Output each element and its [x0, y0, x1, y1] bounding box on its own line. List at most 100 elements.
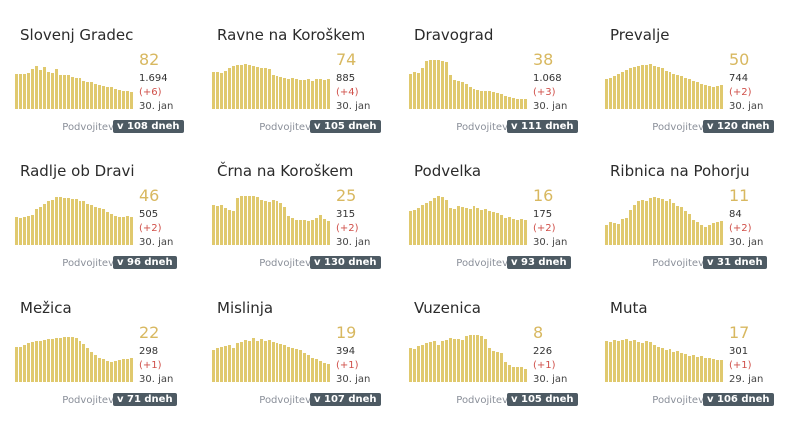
chart-bar [38, 340, 42, 382]
chart-bar [692, 80, 696, 109]
municipality-card[interactable]: Radlje ob Dravi 46 505 (+2) 30. jan Podv… [15, 162, 195, 288]
chart-bar [106, 211, 110, 245]
chart-bar [448, 337, 452, 382]
municipality-card[interactable]: Mežica 22 298 (+1) 30. jan Podvojitev v … [15, 299, 195, 425]
active-cases-value: 11 [729, 186, 750, 205]
chart-bar [460, 339, 464, 382]
municipality-card[interactable]: Ribnica na Pohorju 11 84 (+2) 30. jan Po… [605, 162, 785, 288]
chart-bar [34, 208, 38, 245]
chart-bar [26, 215, 30, 245]
chart-bar [476, 334, 480, 382]
chart-bar [279, 202, 283, 245]
chart-bar [98, 357, 102, 382]
chart-bar [632, 66, 636, 109]
chart-bar [15, 73, 18, 109]
chart-bar [632, 339, 636, 382]
chart-bar [130, 92, 134, 109]
chart-bar [70, 198, 74, 245]
chart-bar [34, 65, 38, 109]
municipality-card[interactable]: Podvelka 16 175 (+2) 30. jan Podvojitev … [409, 162, 589, 288]
chart-bar [420, 204, 424, 245]
chart-bar [409, 73, 412, 109]
update-date: 30. jan [139, 101, 174, 112]
doubling-label: Podvojitev [62, 258, 114, 269]
chart-bar [488, 210, 492, 245]
chart-bar [664, 349, 668, 382]
chart-bar [130, 216, 134, 245]
municipality-card[interactable]: Dravograd 38 1.068 (+3) 30. jan Podvojit… [409, 26, 589, 152]
chart-bar [456, 338, 460, 382]
chart-bar [235, 342, 239, 382]
municipality-card[interactable]: Mislinja 19 394 (+1) 30. jan Podvojitev … [212, 299, 392, 425]
municipality-name: Slovenj Gradec [20, 26, 134, 44]
chart-bar [267, 339, 271, 382]
chart-bar [700, 225, 704, 245]
chart-bar [416, 72, 420, 109]
chart-bar [295, 219, 299, 245]
update-date: 30. jan [139, 374, 174, 385]
chart-bar [66, 336, 70, 382]
chart-bar [66, 197, 70, 245]
chart-bar [287, 78, 291, 109]
total-cases: 505 [139, 209, 159, 220]
chart-bar [516, 367, 520, 382]
chart-bar [692, 219, 696, 245]
chart-bar [452, 79, 456, 109]
chart-bar [18, 73, 22, 109]
chart-bar [239, 64, 243, 109]
municipality-card[interactable]: Muta 17 301 (+1) 29. jan Podvojitev v 10… [605, 299, 785, 425]
doubling-label: Podvojitev [456, 395, 508, 406]
chart-bar [315, 359, 319, 382]
active-cases-value: 82 [139, 50, 160, 69]
active-cases-value: 19 [336, 323, 357, 342]
chart-bar [114, 89, 118, 109]
active-cases-value: 74 [336, 50, 357, 69]
chart-bar [90, 351, 94, 382]
chart-bar [271, 341, 275, 382]
chart-bar [656, 197, 660, 245]
doubling-label: Podvojitev [62, 122, 114, 133]
chart-bar [632, 204, 636, 245]
chart-bar [319, 214, 323, 245]
doubling-label: Podvojitev [259, 258, 311, 269]
chart-bar [219, 72, 223, 109]
municipality-card[interactable]: Ravne na Koroškem 74 885 (+4) 30. jan Po… [212, 26, 392, 152]
municipality-card[interactable]: Vuzenica 8 226 (+1) 30. jan Podvojitev v… [409, 299, 589, 425]
chart-bar [644, 64, 648, 109]
chart-bar [227, 209, 231, 245]
municipality-card[interactable]: Črna na Koroškem 25 315 (+2) 30. jan Pod… [212, 162, 392, 288]
chart-bar [126, 359, 130, 382]
chart-bar [315, 217, 319, 245]
chart-bar [452, 208, 456, 245]
chart-bar [275, 75, 279, 109]
chart-bar [291, 217, 295, 245]
chart-bar [38, 206, 42, 245]
chart-bar [283, 77, 287, 109]
chart-bar [223, 70, 227, 109]
chart-bar [512, 218, 516, 245]
cases-bar-chart [15, 196, 134, 245]
chart-bar [275, 200, 279, 245]
chart-bar [263, 340, 267, 382]
daily-change: (+2) [729, 223, 752, 234]
chart-bar [616, 340, 620, 382]
chart-bar [692, 354, 696, 382]
municipality-card[interactable]: Prevalje 50 744 (+2) 30. jan Podvojitev … [605, 26, 785, 152]
chart-bar [98, 85, 102, 109]
chart-bar [680, 206, 684, 245]
chart-bar [524, 219, 528, 245]
chart-bar [628, 209, 632, 245]
chart-bar [412, 209, 416, 245]
chart-bar [660, 347, 664, 382]
municipality-card[interactable]: Slovenj Gradec 82 1.694 (+6) 30. jan Pod… [15, 26, 195, 152]
total-cases: 175 [533, 209, 553, 220]
chart-bar [628, 67, 632, 109]
municipality-name: Radlje ob Dravi [20, 162, 135, 180]
chart-bar [319, 361, 323, 382]
chart-bar [712, 359, 716, 382]
chart-bar [656, 66, 660, 109]
chart-bar [409, 347, 412, 382]
chart-bar [94, 206, 98, 245]
chart-bar [660, 198, 664, 245]
chart-bar [58, 196, 62, 245]
